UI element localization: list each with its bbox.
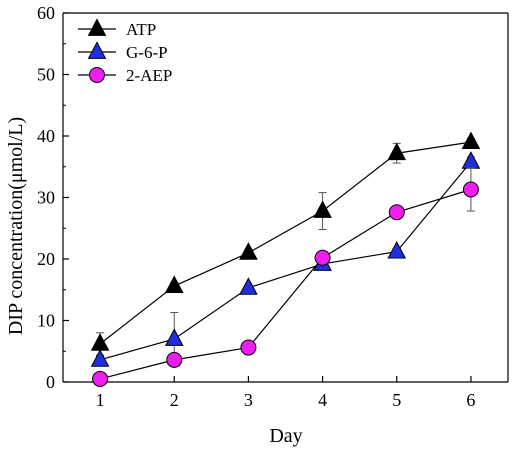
data-point [239, 242, 258, 260]
data-point [313, 200, 332, 218]
y-tick-label: 60 [37, 3, 55, 23]
data-point [164, 328, 184, 346]
legend: ATP G-6-P 2-AEP [78, 18, 172, 85]
legend-marker [87, 18, 107, 36]
legend-marker [89, 67, 105, 83]
legend-label: ATP [126, 20, 156, 39]
data-point [462, 181, 479, 198]
y-tick-label: 10 [37, 311, 55, 331]
x-tick-label: 6 [466, 390, 475, 410]
series-line [99, 161, 472, 361]
x-tick-label: 4 [318, 390, 327, 410]
data-point [90, 349, 110, 367]
series-atp [90, 131, 481, 356]
data-point [461, 131, 481, 150]
x-tick-label: 5 [392, 390, 401, 410]
data-point [461, 151, 481, 169]
data-point [166, 351, 183, 368]
data-point [239, 277, 258, 295]
data-point [314, 249, 331, 266]
y-tick-label: 50 [37, 65, 55, 85]
data-point [387, 142, 407, 161]
data-point [240, 339, 257, 356]
y-axis-label: DIP concentration(μmol/L) [5, 117, 27, 335]
data-point [387, 240, 407, 259]
y-tick-label: 40 [37, 126, 55, 146]
data-point [388, 204, 405, 221]
x-axis-label: Day [269, 425, 302, 447]
series-line [99, 188, 472, 380]
series-g-6-p [90, 151, 481, 367]
data-point [90, 333, 110, 351]
x-tick-label: 1 [96, 390, 105, 410]
y-tick-label: 0 [46, 372, 55, 392]
y-tick-label: 20 [37, 249, 55, 269]
x-tick-label: 3 [244, 390, 253, 410]
legend-label: 2-AEP [126, 66, 172, 85]
data-point [164, 275, 184, 293]
series-2-aep [92, 167, 479, 387]
x-tick-label: 2 [170, 390, 179, 410]
legend-marker [87, 41, 107, 59]
series-line [99, 141, 472, 345]
legend-label: G-6-P [126, 43, 168, 62]
series-layer [90, 131, 481, 387]
axes: 0 10 20 30 40 50 60 1 2 3 4 5 6 [37, 3, 509, 410]
data-point [92, 370, 109, 387]
y-tick-label: 30 [37, 188, 55, 208]
